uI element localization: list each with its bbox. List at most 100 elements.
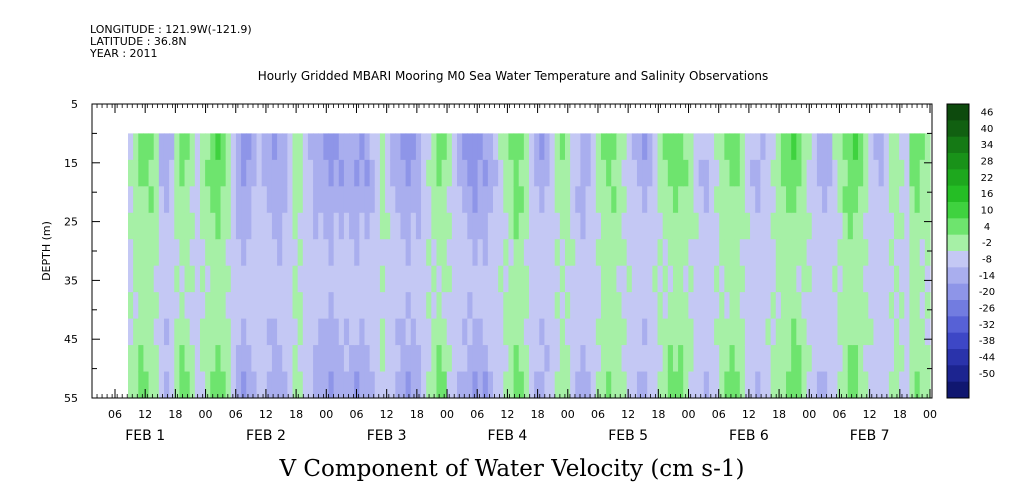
heatmap-cell xyxy=(451,292,458,320)
heatmap-cell xyxy=(128,133,134,161)
heatmap-cell xyxy=(297,292,304,320)
heatmap-cell xyxy=(734,133,741,161)
heatmap-cell xyxy=(924,345,931,373)
heatmap-cell xyxy=(493,371,499,399)
heatmap-cell xyxy=(158,133,165,161)
heatmap-cell xyxy=(909,239,916,267)
heatmap-cell xyxy=(169,159,175,187)
heatmap-cell xyxy=(765,371,772,399)
heatmap-cell xyxy=(894,292,900,320)
heatmap-cell xyxy=(796,318,803,346)
heatmap-cell xyxy=(426,186,432,214)
heatmap-cell xyxy=(379,265,386,293)
heatmap-cell xyxy=(256,239,263,267)
heatmap-cell xyxy=(816,186,823,214)
heatmap-cell xyxy=(739,318,746,346)
heatmap-cell xyxy=(323,212,330,240)
heatmap-cell xyxy=(534,133,540,161)
heatmap-cell xyxy=(570,292,576,320)
heatmap-cell xyxy=(852,159,859,187)
heatmap-cell xyxy=(765,292,772,320)
heatmap-cell xyxy=(210,345,216,373)
heatmap-cell xyxy=(842,292,849,320)
heatmap-cell xyxy=(811,345,818,373)
heatmap-cell xyxy=(323,239,330,267)
heatmap-cell xyxy=(647,212,653,240)
heatmap-cell xyxy=(837,239,844,267)
heatmap-cell xyxy=(899,292,905,320)
heatmap-cell xyxy=(241,159,247,187)
heatmap-cell xyxy=(575,371,582,399)
heatmap-cell xyxy=(564,318,571,346)
heatmap-cell xyxy=(852,212,859,240)
heatmap-cell xyxy=(652,265,659,293)
heatmap-cell xyxy=(251,292,258,320)
heatmap-cell xyxy=(842,345,849,373)
heatmap-cell xyxy=(410,292,417,320)
heatmap-cell xyxy=(657,371,664,399)
heatmap-cell xyxy=(338,239,345,267)
heatmap-cell xyxy=(647,345,653,373)
heatmap-cell xyxy=(256,318,263,346)
heatmap-cell xyxy=(652,159,659,187)
heatmap-cell xyxy=(724,133,731,161)
heatmap-cell xyxy=(477,239,484,267)
heatmap-cell xyxy=(482,371,489,399)
x-hour-tick-label: 12 xyxy=(621,408,635,421)
heatmap-cell xyxy=(590,265,597,293)
heatmap-cell xyxy=(241,265,247,293)
heatmap-cell xyxy=(215,212,222,240)
heatmap-cell xyxy=(770,239,777,267)
heatmap-cell xyxy=(128,265,134,293)
heatmap-cell xyxy=(811,318,818,346)
heatmap-cell xyxy=(261,345,268,373)
heatmap-cell xyxy=(467,133,474,161)
heatmap-cell xyxy=(148,265,155,293)
heatmap-cell xyxy=(199,186,206,214)
heatmap-cell xyxy=(266,159,273,187)
heatmap-cell xyxy=(621,345,628,373)
heatmap-cell xyxy=(647,292,653,320)
heatmap-cell xyxy=(698,212,705,240)
heatmap-cell xyxy=(477,345,484,373)
heatmap-cell xyxy=(179,371,186,399)
heatmap-cell xyxy=(297,212,304,240)
heatmap-cell xyxy=(349,318,355,346)
heatmap-cell xyxy=(338,186,345,214)
chart-title: Hourly Gridded MBARI Mooring M0 Sea Wate… xyxy=(258,69,769,83)
heatmap-cell xyxy=(564,292,571,320)
heatmap-cell xyxy=(472,345,479,373)
heatmap-cell xyxy=(595,159,602,187)
heatmap-cell xyxy=(744,133,751,161)
heatmap-cell xyxy=(421,318,427,346)
heatmap-cell xyxy=(462,345,468,373)
heatmap-cell xyxy=(755,239,761,267)
heatmap-cell xyxy=(611,318,617,346)
heatmap-cell xyxy=(919,318,926,346)
heatmap-cell xyxy=(621,265,628,293)
heatmap-cell xyxy=(636,345,643,373)
heatmap-cell xyxy=(390,371,396,399)
heatmap-cell xyxy=(133,345,139,373)
heatmap-cell xyxy=(179,186,186,214)
heatmap-cell xyxy=(590,292,597,320)
heatmap-cell xyxy=(909,159,916,187)
heatmap-cell xyxy=(657,345,664,373)
heatmap-cell xyxy=(235,292,242,320)
heatmap-cell xyxy=(888,186,895,214)
heatmap-cell xyxy=(482,292,489,320)
heatmap-cell xyxy=(153,186,160,214)
heatmap-cell xyxy=(744,318,751,346)
heatmap-cell xyxy=(158,265,165,293)
heatmap-cell xyxy=(493,318,499,346)
heatmap-cell xyxy=(246,345,252,373)
heatmap-cell xyxy=(534,371,540,399)
heatmap-cell xyxy=(138,371,145,399)
heatmap-cell xyxy=(909,133,916,161)
heatmap-cell xyxy=(333,212,340,240)
heatmap-cell xyxy=(477,212,484,240)
heatmap-cell xyxy=(457,292,463,320)
heatmap-cell xyxy=(580,292,587,320)
heatmap-cell xyxy=(724,265,731,293)
heatmap-cell xyxy=(914,212,921,240)
